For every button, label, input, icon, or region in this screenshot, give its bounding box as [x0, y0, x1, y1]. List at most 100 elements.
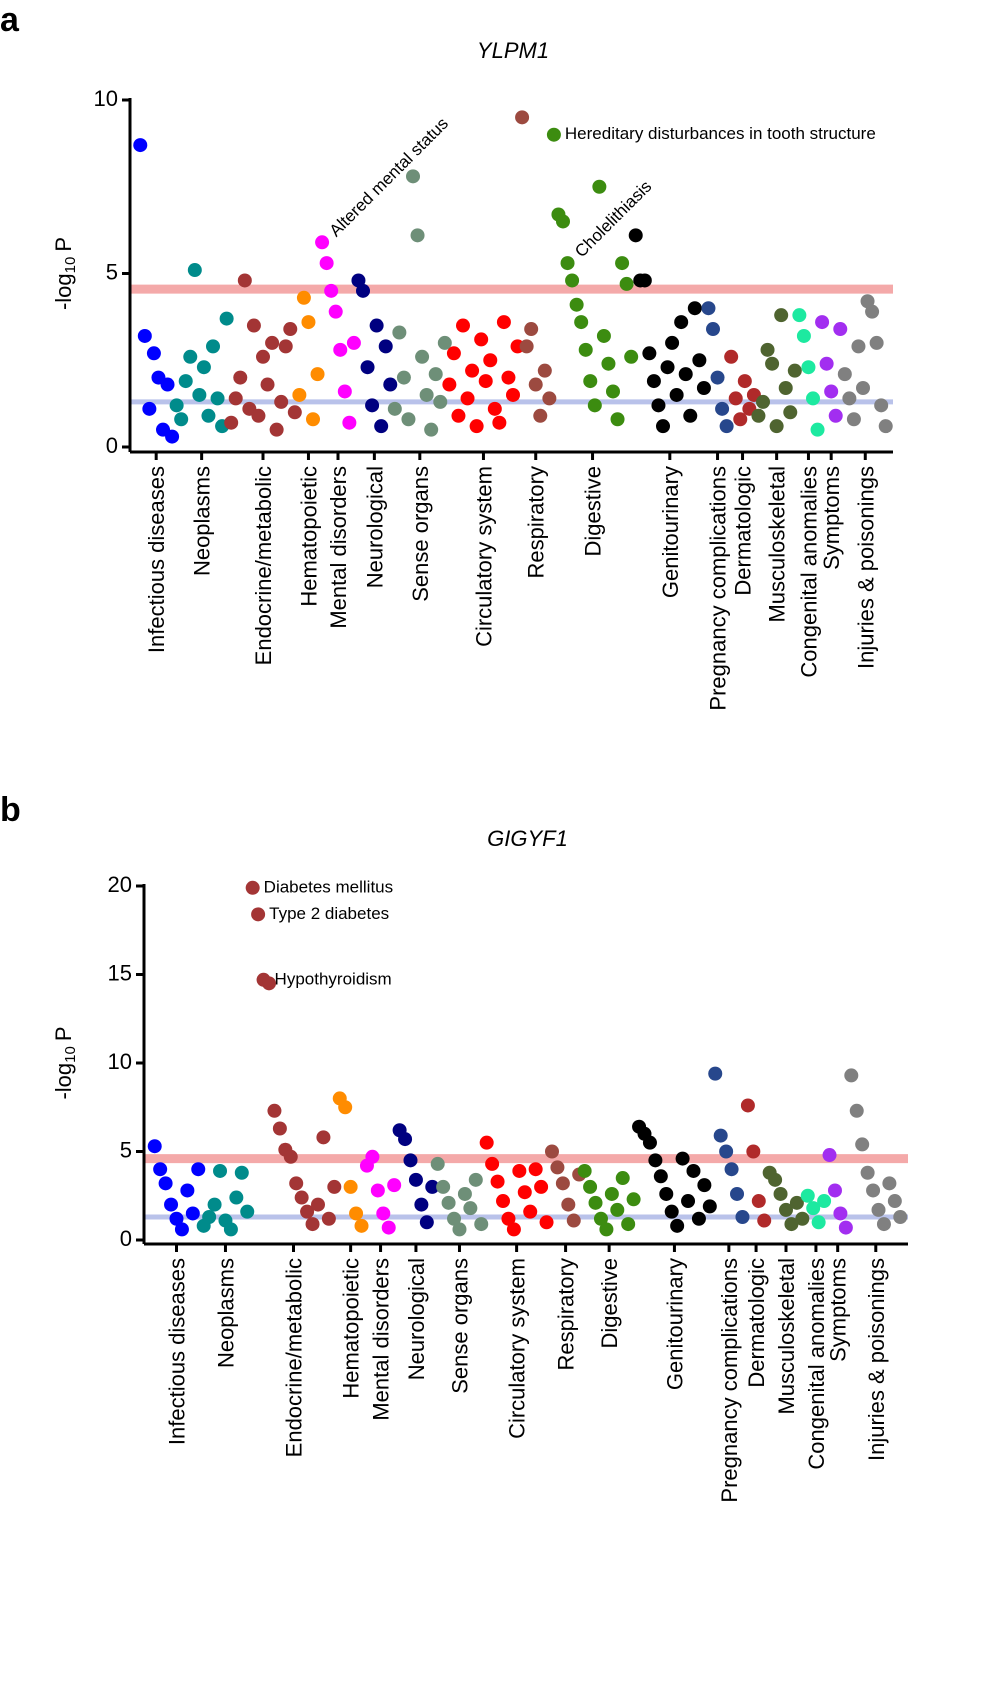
point: [642, 346, 657, 361]
point: [846, 412, 861, 427]
point: [430, 1156, 445, 1171]
point: [660, 360, 675, 375]
point: [406, 169, 420, 184]
point: [296, 290, 311, 305]
point: [787, 363, 802, 378]
x-tick-label: Neurological: [362, 466, 387, 588]
point: [710, 370, 725, 385]
point: [338, 1100, 353, 1115]
point: [349, 1206, 364, 1221]
x-tick-label: Circulatory system: [505, 1258, 530, 1439]
point: [833, 1206, 848, 1221]
point: [196, 360, 211, 375]
point: [784, 1217, 799, 1232]
point: [706, 322, 720, 337]
point: [374, 419, 389, 434]
point: [327, 1179, 342, 1194]
point: [424, 422, 439, 437]
point: [185, 1206, 200, 1221]
annotation: Type 2 diabetes: [269, 904, 389, 923]
point: [321, 1211, 336, 1226]
y-label-sub: 10: [62, 1046, 79, 1063]
y-label-text: -log: [51, 273, 76, 310]
point: [369, 318, 384, 333]
point: [483, 353, 498, 368]
point: [730, 1186, 745, 1201]
annotation: Hypothyroidism: [275, 969, 392, 988]
point: [887, 1194, 902, 1209]
point: [724, 349, 739, 364]
point: [178, 374, 193, 389]
point: [637, 273, 652, 288]
y-label-sub: 10: [62, 257, 79, 274]
point: [751, 408, 766, 423]
point: [691, 1211, 706, 1226]
point: [169, 1211, 184, 1226]
x-tick-label: Injuries & poisonings: [864, 1258, 889, 1461]
point: [310, 367, 325, 382]
point: [260, 377, 275, 392]
point: [817, 1194, 832, 1209]
point: [592, 179, 607, 194]
point: [838, 1220, 853, 1235]
point: [496, 315, 511, 330]
point: [201, 408, 216, 423]
point: [414, 1197, 429, 1212]
point: [234, 1165, 249, 1180]
point: [333, 342, 348, 357]
point: [656, 419, 670, 434]
point: [523, 1204, 538, 1219]
point: [769, 419, 784, 434]
x-tick-label: Infectious diseases: [164, 1258, 189, 1445]
point: [147, 1139, 162, 1154]
x-tick-label: Neurological: [404, 1258, 429, 1380]
point: [659, 1186, 674, 1201]
point: [174, 412, 189, 427]
y-tick-label: 5: [120, 1137, 132, 1162]
point: [256, 349, 270, 364]
point: [370, 1183, 385, 1198]
point: [651, 398, 666, 413]
point: [866, 1183, 881, 1198]
point: [356, 283, 370, 298]
point: [398, 1132, 413, 1147]
point: [512, 1163, 527, 1178]
point: [478, 374, 493, 389]
point: [560, 256, 575, 271]
point: [577, 1163, 592, 1178]
x-tick-label: Musculoskeletal: [774, 1258, 799, 1415]
x-tick-label: Endocrine/metabolic: [281, 1258, 306, 1457]
point: [774, 308, 789, 323]
point: [160, 377, 175, 392]
point: [621, 1217, 636, 1232]
point: [675, 1151, 690, 1166]
y-tick-label: 0: [106, 433, 118, 458]
point: [183, 349, 198, 364]
x-tick-label: Respiratory: [524, 466, 549, 578]
x-tick-label: Pregnancy complications: [717, 1258, 742, 1503]
y-tick-label: 20: [108, 872, 132, 897]
point: [849, 1103, 864, 1118]
point: [294, 1190, 309, 1205]
point: [524, 322, 539, 337]
point: [882, 1176, 897, 1191]
chart-title: YLPM1: [477, 38, 549, 63]
point: [192, 387, 207, 402]
point: [164, 1197, 179, 1212]
point: [419, 387, 434, 402]
point: [392, 325, 407, 340]
point: [539, 1215, 554, 1230]
annotation: Hereditary disturbances in tooth structu…: [565, 124, 876, 143]
point: [468, 1172, 483, 1187]
point: [737, 374, 752, 389]
y-label-end: P: [51, 1026, 76, 1041]
point: [681, 1194, 696, 1209]
point: [206, 339, 220, 354]
point: [387, 1178, 402, 1193]
point: [842, 391, 857, 406]
point: [479, 1135, 494, 1150]
point: [692, 353, 707, 368]
x-tick-label: Congenital anomalies: [804, 1258, 829, 1470]
point: [401, 412, 416, 427]
